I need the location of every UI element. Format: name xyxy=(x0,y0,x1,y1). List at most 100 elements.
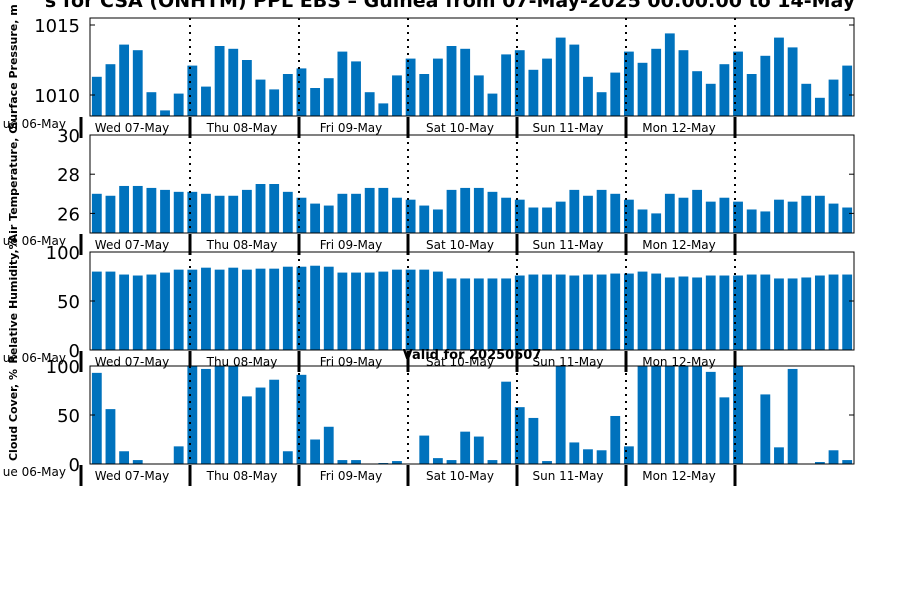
pressure-bar xyxy=(651,48,662,116)
cloud-bar xyxy=(282,451,293,464)
temperature-bar xyxy=(583,195,593,233)
humidity-bar xyxy=(132,275,143,350)
temperature-bar xyxy=(296,197,307,233)
pressure-bar xyxy=(228,48,239,116)
humidity-bar xyxy=(719,275,730,350)
temperature-bar xyxy=(774,199,784,233)
cloud-bar xyxy=(664,366,675,464)
temperature-bar xyxy=(733,201,743,233)
pressure-bar xyxy=(528,69,539,116)
cloud-bar xyxy=(337,460,348,464)
pressure-bar xyxy=(419,74,430,116)
temperature-bar xyxy=(473,187,484,233)
cloud-bar xyxy=(760,394,771,464)
pressure-bar xyxy=(705,83,716,116)
pressure-bar xyxy=(787,47,798,116)
temperature-day-label: Thu 08-May xyxy=(206,238,278,252)
cloud-day-label: Sat 10-May xyxy=(426,469,494,483)
cloud-bar xyxy=(637,366,648,464)
humidity-bar xyxy=(787,278,798,350)
humidity-bar xyxy=(596,274,607,350)
pressure-bar xyxy=(801,83,812,116)
cloud-bar xyxy=(705,371,716,464)
pressure-bar xyxy=(542,58,552,116)
pressure-bar xyxy=(214,46,225,116)
humidity-bar xyxy=(405,269,416,350)
cloud-bar xyxy=(692,366,703,464)
pressure-bar xyxy=(664,33,675,116)
humidity-bar xyxy=(514,275,525,350)
temperature-bar xyxy=(678,197,689,233)
humidity-bar xyxy=(637,271,648,350)
cloud-bar xyxy=(392,461,402,464)
temperature-bar xyxy=(705,201,716,233)
pressure-bar xyxy=(351,61,361,116)
temperature-clipped-day-label: ue 06-May xyxy=(3,234,66,248)
temperature-bar xyxy=(323,205,334,233)
temperature-bar xyxy=(187,191,198,233)
pressure-bar xyxy=(91,76,102,116)
cloud-bar xyxy=(842,460,853,464)
pressure-bar xyxy=(282,74,293,116)
temperature-bar xyxy=(801,195,812,233)
temperature-bar xyxy=(501,197,512,233)
humidity-bar xyxy=(119,274,130,350)
pressure-bar xyxy=(555,37,566,116)
humidity-bar xyxy=(310,265,321,350)
cloud-bar xyxy=(787,368,798,464)
pressure-bar xyxy=(596,92,607,116)
temperature-bar xyxy=(364,187,375,233)
temperature-bar xyxy=(91,193,102,233)
temperature-ytick-label: 28 xyxy=(57,165,80,186)
humidity-ylabel: Relative Humidity,% xyxy=(7,238,20,363)
cloud-bar xyxy=(187,366,198,464)
temperature-bar xyxy=(405,199,416,233)
humidity-bar xyxy=(446,278,457,350)
temperature-bar xyxy=(146,187,157,233)
humidity-bar xyxy=(692,277,703,350)
humidity-bar xyxy=(228,267,239,350)
cloud-bar xyxy=(173,446,184,464)
pressure-day-label: Wed 07-May xyxy=(95,121,169,135)
pressure-bar xyxy=(173,93,184,116)
cloud-day-label: Thu 08-May xyxy=(206,469,278,483)
temperature-bar xyxy=(201,193,211,233)
temperature-bar xyxy=(746,209,757,233)
temperature-panel: 26 28 30 Air Temperature, Cue 06-May Wed 07-… xyxy=(3,126,855,255)
pressure-bar xyxy=(610,72,621,116)
temperature-bar xyxy=(105,195,116,233)
cloud-bar xyxy=(596,450,607,464)
cloud-bar xyxy=(814,462,825,464)
cloud-ylabel: Cloud Cover, % xyxy=(7,369,20,461)
temperature-bar xyxy=(651,213,662,233)
temperature-bar xyxy=(596,189,607,233)
cloud-bar xyxy=(610,415,621,464)
humidity-bar xyxy=(842,274,853,350)
humidity-bar xyxy=(432,271,443,350)
cloud-bar xyxy=(542,461,552,464)
cloud-bar xyxy=(296,374,307,464)
cloud-bar xyxy=(569,442,580,464)
pressure-ytick-label: 1010 xyxy=(34,86,80,107)
pressure-bar xyxy=(583,76,593,116)
cloud-panel-title: Valid for 20250507 xyxy=(403,348,542,363)
humidity-bar xyxy=(555,274,566,350)
temperature-bar xyxy=(214,195,225,233)
cloud-bar xyxy=(678,366,689,464)
temperature-bar xyxy=(623,199,634,233)
pressure-bar xyxy=(678,50,689,117)
cloud-bar xyxy=(241,396,252,464)
pressure-bar xyxy=(241,60,252,116)
cloud-day-label: Sun 11-May xyxy=(532,469,603,483)
humidity-day-label: Sun 11-May xyxy=(532,355,603,369)
cloud-bar xyxy=(310,439,321,464)
humidity-bar xyxy=(296,266,307,350)
humidity-bar xyxy=(610,273,621,350)
humidity-bar xyxy=(828,274,839,350)
pressure-bar xyxy=(364,92,375,116)
pressure-day-label: Sun 11-May xyxy=(532,121,603,135)
pressure-bar xyxy=(160,110,170,116)
pressure-day-label: Sat 10-May xyxy=(426,121,494,135)
temperature-bar xyxy=(610,193,621,233)
